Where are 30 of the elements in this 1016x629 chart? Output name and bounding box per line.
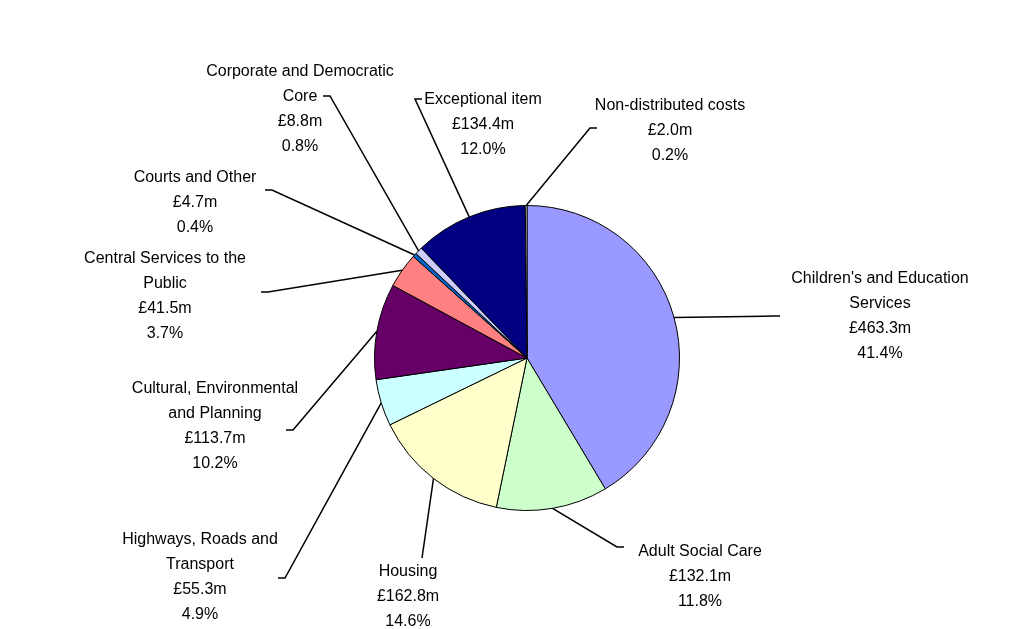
slice-label: Corporate and Democratic Core: [206, 62, 394, 104]
text: 0.2%: [651, 146, 689, 163]
text: 10.2%: [192, 454, 238, 471]
data-label: £4.7m: [172, 193, 218, 210]
text: 12.0%: [460, 140, 506, 157]
text: 4.9%: [181, 605, 219, 622]
data-label: £8.8m: [277, 112, 323, 129]
data-label: £132.1m: [668, 567, 732, 584]
text: 0.8%: [281, 137, 319, 154]
data-label: £41.5m: [138, 299, 192, 316]
slice-label: Cultural, Environmental and Planning: [131, 379, 299, 421]
data-label: £55.3m: [173, 580, 227, 597]
slice-label: Exceptional item: [424, 90, 542, 107]
slice-label: Adult Social Care: [638, 542, 762, 559]
slice-label: Housing: [378, 562, 438, 579]
slice-label: Highways, Roads and Transport: [122, 530, 278, 572]
text: 0.4%: [176, 218, 214, 235]
data-label: £2.0m: [647, 121, 693, 138]
text: 11.8%: [677, 592, 723, 609]
data-label: £134.4m: [451, 115, 515, 132]
text: 14.6%: [385, 612, 431, 629]
text: 41.4%: [857, 344, 903, 361]
slice-label: Central Services to the Public: [84, 249, 247, 291]
data-label: £113.7m: [184, 429, 246, 446]
slice-label: Courts and Other: [133, 168, 258, 185]
data-label: £463.3m: [848, 319, 912, 336]
slice-label: Non-distributed costs: [594, 96, 746, 113]
text: 3.7%: [146, 324, 184, 341]
data-label: £162.8m: [376, 587, 440, 604]
slice-label: Children's and Education Services: [791, 269, 969, 311]
